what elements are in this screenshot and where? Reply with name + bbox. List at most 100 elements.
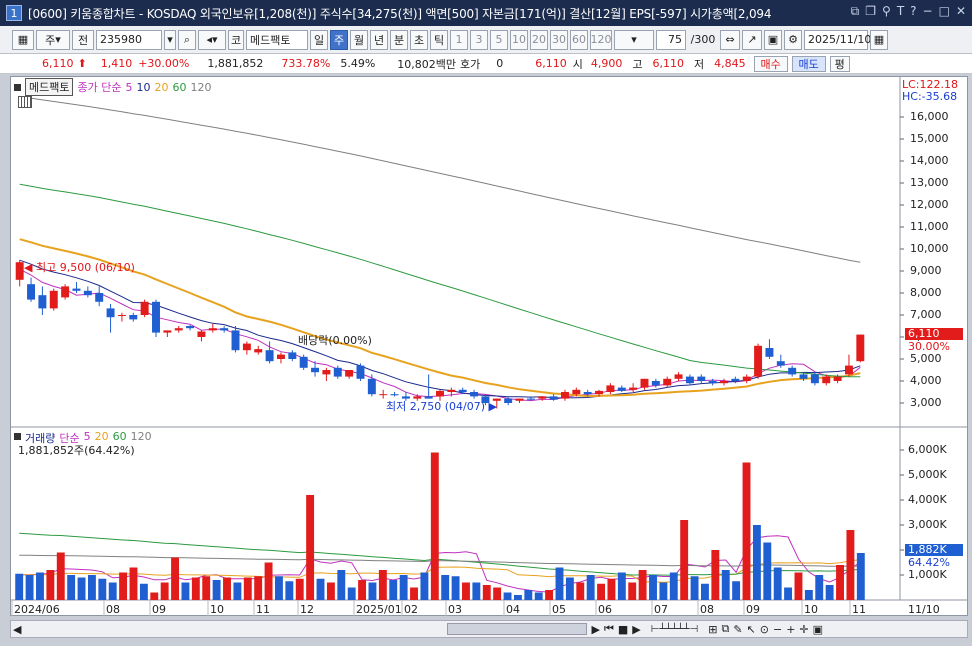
period-minute[interactable]: 분 xyxy=(390,29,408,50)
price-y-tick: 13,000 xyxy=(910,176,949,189)
x-axis-label: 05 xyxy=(552,603,566,616)
period-day[interactable]: 일 xyxy=(310,29,328,50)
candle-body xyxy=(583,392,592,395)
interval-5[interactable]: 5 xyxy=(490,29,508,50)
calendar-icon[interactable]: ▦ xyxy=(870,29,888,50)
period-month[interactable]: 월 xyxy=(350,29,368,50)
volume-y-tick: 5,000K xyxy=(908,468,947,481)
volume-bar xyxy=(399,575,408,600)
interval-30[interactable]: 30 xyxy=(550,29,568,50)
help-icon[interactable]: ? xyxy=(910,4,917,18)
interval-120[interactable]: 120 xyxy=(590,29,612,50)
interval-1[interactable]: 1 xyxy=(450,29,468,50)
period-second[interactable]: 초 xyxy=(410,29,428,50)
prefix-button[interactable]: 전 xyxy=(72,29,94,50)
candle-body xyxy=(27,284,36,300)
candle-body xyxy=(606,385,615,392)
volume-bar xyxy=(233,582,242,600)
interval-3[interactable]: 3 xyxy=(470,29,488,50)
search-icon[interactable]: ⌕ xyxy=(178,29,196,50)
up-arrow-icon: ⬆ xyxy=(77,57,87,70)
count-input[interactable]: 75 xyxy=(656,29,686,50)
scroll-thumb[interactable] xyxy=(447,623,588,635)
candle-body xyxy=(254,349,263,353)
interval-60[interactable]: 60 xyxy=(570,29,588,50)
candle-body xyxy=(322,370,331,375)
candle-body xyxy=(856,334,865,362)
layout-icon[interactable]: ⊞ xyxy=(708,622,718,636)
scroll-left-icon[interactable]: ◀ xyxy=(13,622,22,636)
candle-body xyxy=(560,392,569,399)
interval-20[interactable]: 20 xyxy=(530,29,548,50)
drawing-icon[interactable]: ↗ xyxy=(742,29,762,50)
vol-ma60-line xyxy=(19,532,861,576)
minus-icon[interactable]: − xyxy=(772,622,783,636)
zoom-icon[interactable]: ⇔ xyxy=(720,29,740,50)
volume-bar xyxy=(836,565,844,600)
save-icon[interactable]: ▣ xyxy=(764,29,782,50)
stock-name-field[interactable]: 메드팩토 xyxy=(246,29,308,50)
candle-body xyxy=(822,376,831,384)
candle-body xyxy=(72,288,81,291)
period-tick[interactable]: 틱 xyxy=(430,29,448,50)
tool-icon[interactable]: ✎ xyxy=(733,622,743,636)
close-icon[interactable]: ✕ xyxy=(955,4,966,18)
avg-button[interactable]: 평 xyxy=(829,55,850,72)
candle-body xyxy=(413,396,422,399)
interval-10[interactable]: 10 xyxy=(510,29,528,50)
volume-bar xyxy=(451,576,460,600)
scroll-bar[interactable]: ◀ ▶ ⏮ ■ ▶ ⊢┴┴┴┴┴⊣ ⊞ ⧉ ✎ ↖ ⊙ − + ✛ ▣ xyxy=(10,620,968,638)
play-icon[interactable]: ▶ xyxy=(632,622,641,636)
volume-bar xyxy=(680,520,689,600)
volume-bar xyxy=(752,525,761,600)
minimize-icon[interactable]: − xyxy=(922,4,933,18)
high-price: 6,110 xyxy=(652,57,685,70)
vol-pane-handle-icon[interactable] xyxy=(14,433,21,440)
sell-button[interactable]: 매도 xyxy=(791,55,826,72)
table-icon[interactable] xyxy=(18,96,32,108)
price-y-tick: 10,000 xyxy=(910,242,949,255)
link-icon[interactable]: ⧉ xyxy=(850,4,860,18)
cursor-icon[interactable]: ↖ xyxy=(746,622,756,636)
volume-bar xyxy=(721,570,730,600)
market-select[interactable]: 주 ▾ xyxy=(36,29,70,50)
period-week[interactable]: 주 xyxy=(330,29,348,50)
zoom-slider-icon[interactable]: ⊢┴┴┴┴┴⊣ xyxy=(650,623,699,635)
pin-icon[interactable]: ⚲ xyxy=(882,4,891,18)
volume-bar xyxy=(815,575,824,600)
date-input[interactable]: 2025/11/10 xyxy=(804,29,871,50)
scroll-right-icon[interactable]: ▶ xyxy=(591,622,600,636)
stop-icon[interactable]: ■ xyxy=(617,622,629,636)
pane-handle-icon[interactable] xyxy=(14,83,21,91)
stock-name-legend[interactable]: 메드팩토 xyxy=(25,78,74,96)
magnify-icon[interactable]: ⊙ xyxy=(759,622,769,636)
plus-icon[interactable]: + xyxy=(786,622,796,636)
interval-custom-select[interactable]: ▾ xyxy=(614,29,654,50)
code-dropdown-icon[interactable]: ▾ xyxy=(164,29,176,50)
volume-bar xyxy=(513,595,522,600)
maximize-icon[interactable]: □ xyxy=(938,4,950,18)
hoga-value: 0 xyxy=(496,57,504,70)
crosshair-icon[interactable]: ✛ xyxy=(799,622,809,636)
candle-body xyxy=(685,376,694,384)
x-axis-label: 11 xyxy=(852,603,866,616)
vol-ma5-line xyxy=(19,535,862,593)
restore-icon[interactable]: ❐ xyxy=(865,4,877,18)
grid-icon[interactable]: ▦ xyxy=(12,29,34,50)
volume-bar xyxy=(534,592,543,600)
lock-icon[interactable]: ▣ xyxy=(812,622,824,636)
volume-bar xyxy=(701,583,709,600)
buy-button[interactable]: 매수 xyxy=(753,55,788,72)
candle-body xyxy=(833,376,842,381)
compare-icon[interactable]: ⧉ xyxy=(721,622,730,635)
font-icon[interactable]: T xyxy=(896,4,905,18)
period-year[interactable]: 년 xyxy=(370,29,388,50)
stock-code-input[interactable]: 235980 xyxy=(96,29,162,50)
candle-body xyxy=(299,356,308,368)
sound-icon[interactable]: ◂▾ xyxy=(198,29,226,50)
rewind-icon[interactable]: ⏮ xyxy=(603,622,614,635)
volume-bar xyxy=(243,577,252,600)
chart-area[interactable] xyxy=(10,76,968,616)
settings-icon[interactable]: ⚙ xyxy=(784,29,802,50)
candle-body xyxy=(731,378,740,381)
